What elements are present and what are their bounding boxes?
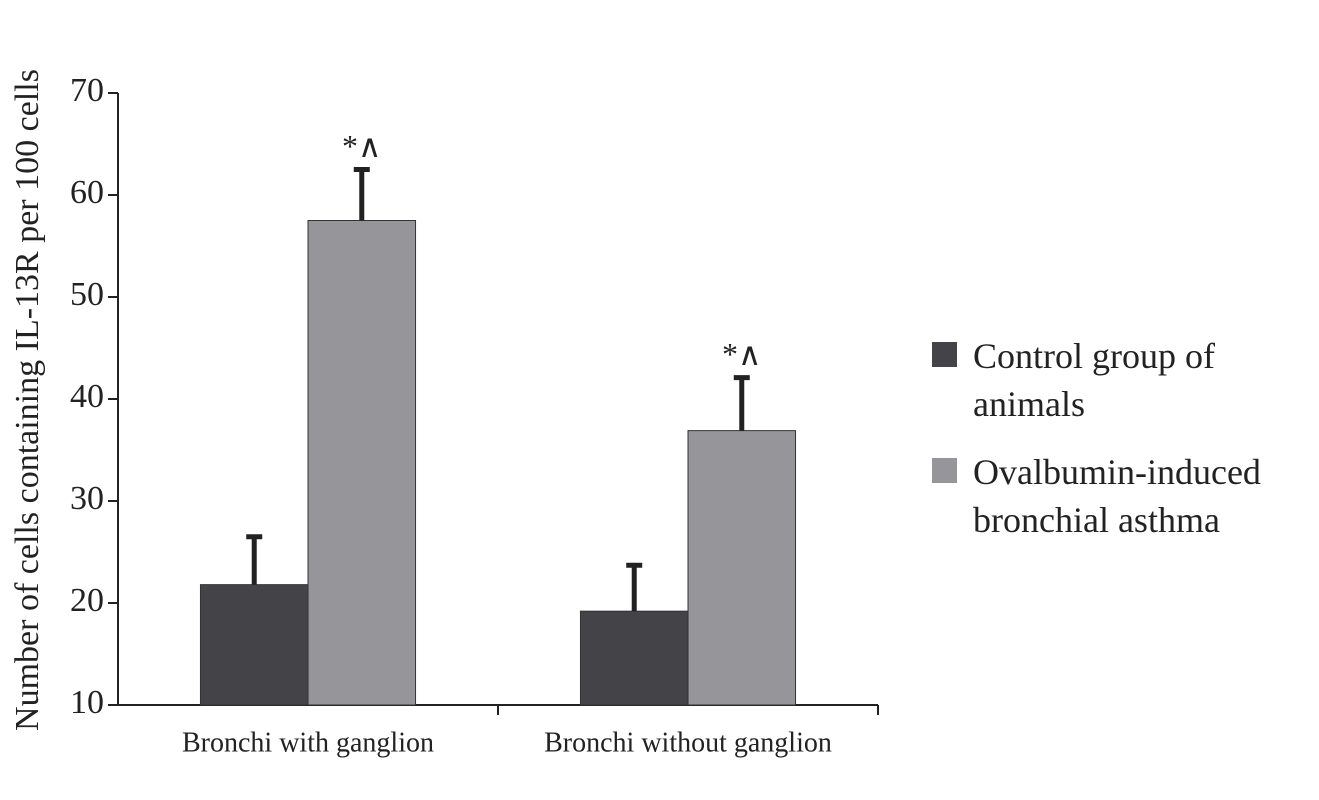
legend-swatch [932, 458, 957, 483]
legend-item: Control group of animals [930, 332, 1290, 428]
legend-item: Ovalbumin-induced bronchial asthma [930, 448, 1290, 544]
bar [307, 220, 417, 706]
x-tick-label: Bronchi without ganglion [544, 727, 832, 758]
y-tick-label: 10 [70, 684, 104, 721]
legend-label: Control group of animals [973, 336, 1215, 424]
y-tick-label: 70 [70, 72, 104, 109]
y-axis-label: Number of cells containing IL-13R per 10… [9, 69, 46, 731]
y-tick-label: 30 [70, 480, 104, 517]
y-tick-label: 40 [70, 378, 104, 415]
annotation: *∧ [722, 336, 761, 372]
annotation: *∧ [342, 128, 381, 164]
y-tick-label: 20 [70, 582, 104, 619]
y-tick-label: 50 [70, 276, 104, 313]
bar [199, 584, 309, 706]
legend: Control group of animals Ovalbumin-induce… [930, 332, 1290, 564]
bar [579, 610, 689, 706]
legend-label: Ovalbumin-induced bronchial asthma [973, 452, 1261, 540]
legend-swatch [932, 342, 957, 367]
x-tick-label: Bronchi with ganglion [182, 727, 434, 758]
y-tick-label: 60 [70, 174, 104, 211]
bar [687, 430, 797, 706]
